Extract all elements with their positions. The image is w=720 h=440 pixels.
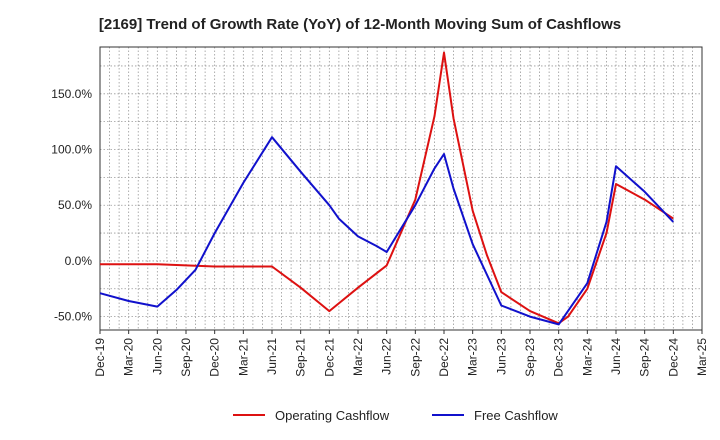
x-tick-label: Sep-23 [523, 338, 537, 377]
legend-label: Free Cashflow [474, 408, 558, 423]
x-tick-label: Jun-22 [380, 338, 394, 375]
x-tick-label: Dec-22 [437, 338, 451, 377]
x-tick-label: Mar-25 [695, 338, 709, 376]
x-tick-label: Sep-24 [638, 338, 652, 377]
x-tick-label: Dec-19 [93, 338, 107, 377]
chart-title: [2169] Trend of Growth Rate (YoY) of 12-… [98, 16, 622, 33]
y-tick-label: 150.0% [51, 87, 92, 101]
plot-frame [99, 46, 703, 331]
x-tick-label: Jun-23 [494, 338, 508, 375]
x-tick-label: Sep-21 [294, 338, 308, 377]
x-tick-label: Mar-20 [122, 338, 136, 376]
x-tick-label: Dec-20 [208, 338, 222, 377]
y-tick-label: 0.0% [65, 254, 93, 268]
x-tick-label: Jun-24 [609, 338, 623, 375]
x-tick-label: Mar-21 [236, 338, 250, 376]
x-tick-label: Mar-22 [351, 338, 365, 376]
x-tick-label: Sep-20 [179, 338, 193, 377]
legend-label: Operating Cashflow [275, 408, 390, 423]
series-line-operating-cashflow [100, 51, 674, 325]
x-tick-label: Jun-20 [150, 338, 164, 375]
x-tick-label: Sep-22 [408, 338, 422, 377]
x-tick-label: Jun-21 [265, 338, 279, 375]
y-tick-label: 50.0% [58, 198, 92, 212]
x-tick-label: Dec-24 [666, 338, 680, 377]
series-layer [99, 51, 675, 326]
y-tick-label: -50.0% [54, 310, 92, 324]
x-tick-label: Dec-23 [552, 338, 566, 377]
series-line-free-cashflow [99, 136, 675, 326]
y-tick-label: 100.0% [51, 143, 92, 157]
y-axis-ticks: 150.0% 100.0% 50.0% 0.0% -50.0% [51, 87, 92, 324]
legend: Operating Cashflow Free Cashflow [233, 408, 558, 423]
x-axis-ticks: Dec-19 Mar-20 Jun-20 Sep-20 Dec-20 Mar-21 Jun-… [93, 330, 709, 377]
x-tick-label: Mar-24 [580, 338, 594, 376]
x-tick-label: Dec-21 [322, 338, 336, 377]
x-tick-label: Mar-23 [466, 338, 480, 376]
